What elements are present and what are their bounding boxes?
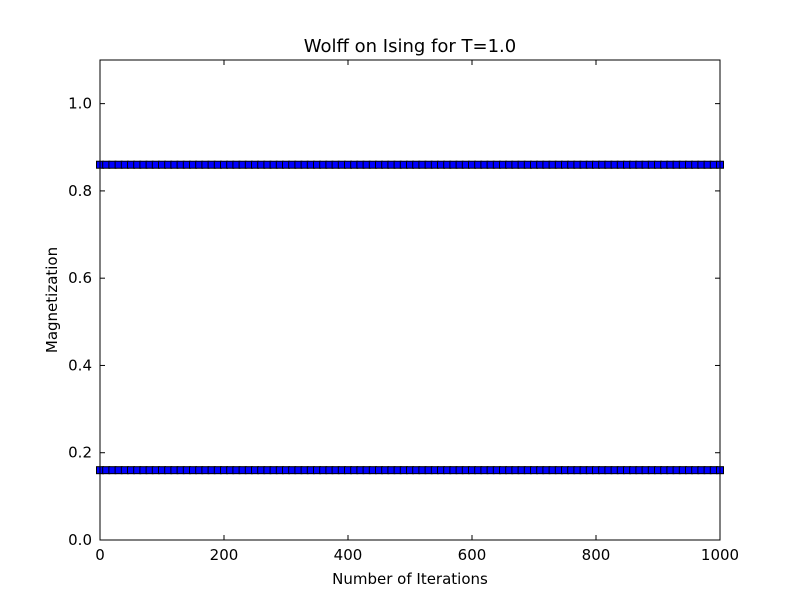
x-tick-label: 800 bbox=[582, 546, 611, 564]
axis-ticks: 0 200 400 600 800 1000 0.0 0.2 0.4 0.6 0.8 1.0 bbox=[68, 60, 739, 564]
data-markers bbox=[96, 160, 724, 475]
chart-title: Wolff on Ising for T=1.0 bbox=[304, 36, 516, 57]
plot-background bbox=[100, 60, 720, 540]
x-tick-label: 200 bbox=[210, 546, 239, 564]
plot-frame bbox=[99, 59, 721, 541]
x-tick-label: 0 bbox=[95, 546, 105, 564]
x-tick-label: 600 bbox=[458, 546, 487, 564]
x-axis-label: Number of Iterations bbox=[332, 570, 488, 588]
y-tick-label: 0.8 bbox=[68, 182, 92, 200]
plot-area bbox=[100, 60, 720, 540]
y-tick-label: 1.0 bbox=[68, 95, 92, 113]
x-tick-label: 1000 bbox=[701, 546, 739, 564]
y-tick-label: 0.0 bbox=[68, 531, 92, 549]
x-tick-label: 400 bbox=[334, 546, 363, 564]
y-tick-label: 0.6 bbox=[68, 269, 92, 287]
y-tick-label: 0.2 bbox=[68, 444, 92, 462]
y-tick-label: 0.4 bbox=[68, 356, 92, 374]
y-axis-label: Magnetization bbox=[43, 247, 61, 353]
